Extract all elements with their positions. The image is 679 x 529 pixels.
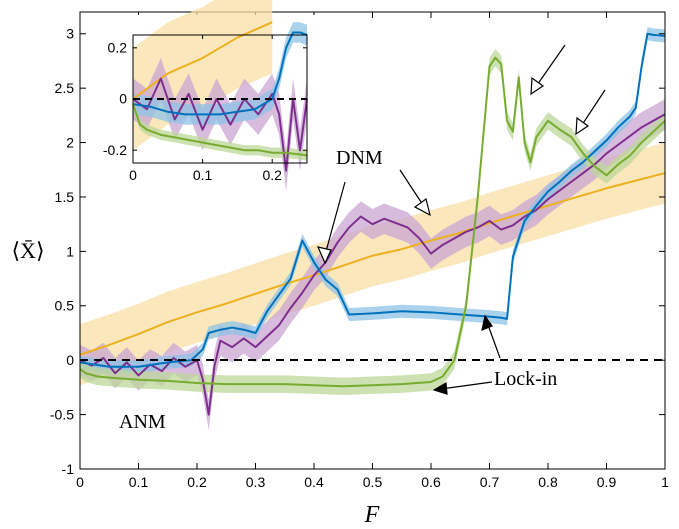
lockin-arrow-1 [486,321,501,359]
inset-x-tick-label: 0.2 [262,167,282,183]
inset-orange-line [132,21,273,100]
dnm-arrowhead-2 [413,197,431,217]
dnm-arrow-1 [324,181,346,256]
green-arrow-1 [534,44,566,89]
inset-x-tick-label: 0 [129,167,137,183]
dnm-label: DNM [336,147,383,169]
x-tick-label: 0.7 [480,474,500,490]
dnm-arrowhead-1 [316,246,332,265]
purple-line [79,113,666,416]
annotations [316,44,606,395]
inset-blue-band [133,22,307,125]
main-bands [80,27,665,430]
green-line [79,56,666,388]
y-tick-label: -1 [62,461,75,477]
dnm-arrow-2 [399,169,426,209]
orange-line [79,172,666,356]
inset-x-tick-label: 0.1 [193,167,213,183]
y-tick-label: 0.5 [55,298,75,314]
green-arrowhead-1 [530,76,545,96]
x-tick-label: 0.2 [187,474,207,490]
x-tick-label: 0.4 [304,474,324,490]
y-tick-label: 1 [66,243,74,259]
lockin-label: Lock-in [494,368,557,390]
y-tick-label: 2 [66,134,74,150]
lockin-arrowhead-1 [481,314,493,331]
lockin-arrow-2 [440,381,493,390]
y-tick-label: 0 [66,352,74,368]
x-tick-label: 0 [76,474,84,490]
x-tick-label: 0.8 [538,474,558,490]
inset-y-tick-label: 0 [119,91,127,107]
inset-y-tick-label: 0.2 [108,39,128,55]
x-tick-label: 0.9 [597,474,617,490]
inset-axes: 0 0.1 0.2-0.200.2 [103,34,308,183]
purple-band [80,99,665,430]
inset-green-band [133,99,307,161]
lockin-arrowhead-2 [432,382,448,395]
x-axis-label: F [364,502,380,528]
inset-y-tick-label: -0.2 [103,142,127,158]
x-tick-label: 0.1 [129,474,149,490]
main-lines [79,32,666,416]
anm-label: ANM [119,411,166,433]
y-tick-label: -0.5 [50,406,74,422]
x-tick-label: 0.6 [421,474,441,490]
main-axes: 0 0.1 0.2 0.3 0.4 0.5 0.6 0.7 0.8 0.9 1 -1 -0.5 0 0.5 1… [50,11,669,490]
y-tick-label: 1.5 [55,189,75,205]
x-tick-label: 0.5 [363,474,383,490]
y-axis-label: ⟨X̄⟩ [11,238,44,263]
y-tick-label: 2.5 [55,80,75,96]
y-tick-label: 3 [66,26,74,42]
x-tick-label: 1 [661,474,669,490]
green-arrow-2 [579,89,606,129]
x-tick-label: 0.3 [246,474,266,490]
inset-green-line [132,103,308,157]
green-arrowhead-2 [575,116,590,136]
blue-line [79,32,666,368]
